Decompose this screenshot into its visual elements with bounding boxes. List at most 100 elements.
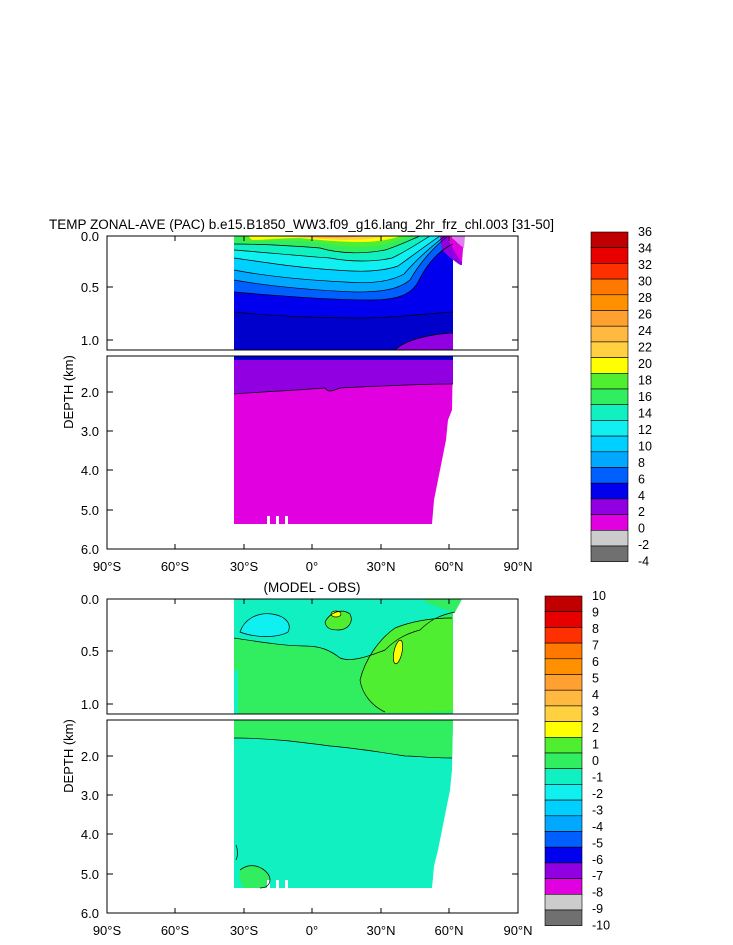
colorbar-label: 32 [638,258,652,272]
colorbar-label: 8 [592,622,599,636]
colorbar-label: 16 [638,390,652,404]
colorbar-box [590,451,629,468]
colorbar-label: 7 [592,638,599,652]
field-green-band [234,720,453,758]
xtick-label: 60°N [434,923,463,938]
colorbar-box [590,514,629,531]
xtick-label: 60°N [434,559,463,574]
colorbar-box [544,658,583,675]
colorbar-label: 22 [638,340,652,354]
colorbar-label: -3 [592,803,603,817]
panel-1-title: TEMP ZONAL-AVE (PAC) b.e15.B1850_WW3.f09… [49,217,554,232]
colorbar-box [544,689,583,707]
xtick-label: 90°S [93,923,122,938]
panel-2-title: (MODEL - OBS) [263,580,360,595]
field-purple-band [234,356,453,394]
colorbar-label: 6 [638,472,645,486]
panel-temperature: TEMP ZONAL-AVE (PAC) b.e15.B1850_WW3.f09… [49,217,652,574]
xtick-label: 60°S [161,923,190,938]
colorbar-box [544,831,583,848]
xtick-label: 60°S [161,559,190,574]
colorbar-box [544,784,583,801]
colorbar-box [590,231,629,248]
ytick-label: 0.5 [81,280,99,295]
colorbar-box [590,420,629,437]
colorbar-box [590,529,629,547]
contour-lines-lower [233,383,454,395]
ytick-label: 5.0 [81,867,99,882]
colorbar-label: 18 [638,373,652,387]
ytick-label: 1.0 [81,697,99,712]
colorbar-label: 5 [592,671,599,685]
contour-lines-upper-2 [233,610,456,713]
ytick-label: 5.0 [81,503,99,518]
colorbar-label: -1 [592,770,603,784]
axis-ticks [106,236,519,913]
colorbar-label: 28 [638,291,652,305]
colorbar-box [590,372,629,390]
colorbar-box [544,799,583,817]
field-blue-sliver [234,356,453,360]
colorbar-label: -8 [592,886,603,900]
colorbar-label: 20 [638,357,652,371]
xtick-label: 0° [306,559,318,574]
field-purple-patch [395,333,453,350]
ytick-label: 3.0 [81,788,99,803]
xtick-label: 0° [306,923,318,938]
field-green-south-bottom [239,865,270,888]
colorbar-box [544,862,583,879]
colorbar-label: 4 [638,489,645,503]
colorbar-box [544,846,583,864]
field-aqua-zero-band [234,599,462,660]
colorbar-label: -2 [638,538,649,552]
ytick-label: 2.0 [81,385,99,400]
colorbar-label: 10 [638,439,652,453]
xtick-label: 30°N [366,923,395,938]
colorbar-label: 6 [592,655,599,669]
panel-model-minus-obs: (MODEL - OBS) DEPTH (k [61,580,610,938]
panel-2-upper-field [233,599,518,714]
colorbar-box [544,752,583,769]
colorbar-box [544,642,583,660]
ytick-label: 6.0 [81,906,99,921]
ytick-label: 3.0 [81,424,99,439]
field-north-surface-lilac [452,236,465,248]
colorbar-box [544,815,583,832]
colorbar-label: 26 [638,307,652,321]
xtick-label: 30°S [230,923,259,938]
colorbar-label: 12 [638,423,652,437]
colorbar-box [544,595,583,612]
colorbar-box [590,404,629,421]
colorbar-box [590,545,629,562]
ytick-label: 0.5 [81,644,99,659]
colorbar-label: 2 [638,505,645,519]
ytick-label: 1.0 [81,333,99,348]
colorbar-label: 2 [592,721,599,735]
colorbar-box [590,482,629,500]
colorbar-label: 30 [638,274,652,288]
contour-lines-lower-2 [233,737,453,889]
colorbar-label: 36 [638,225,652,239]
colorbar-label: 34 [638,241,652,255]
colorbar-label: 9 [592,605,599,619]
colorbar-box [544,909,583,926]
colorbar-label: 3 [592,704,599,718]
xtick-label: 90°N [503,923,532,938]
colorbar-label: 0 [592,754,599,768]
field-green-surface-north [425,599,462,612]
ytick-label: 6.0 [81,542,99,557]
panel-2-lower-field [233,720,453,889]
colorbar-box [590,467,629,484]
ytick-label: 2.0 [81,749,99,764]
colorbar-box [544,878,583,895]
colorbar-label: 24 [638,324,652,338]
field-aqua-deep [234,720,453,888]
colorbar-box [590,357,629,374]
colorbar-box [590,341,629,358]
colorbar-label: -2 [592,787,603,801]
ytick-label: 0.0 [81,229,99,244]
colorbar-box [544,705,583,722]
colorbar-box [590,263,629,280]
colorbar-box [544,627,583,644]
